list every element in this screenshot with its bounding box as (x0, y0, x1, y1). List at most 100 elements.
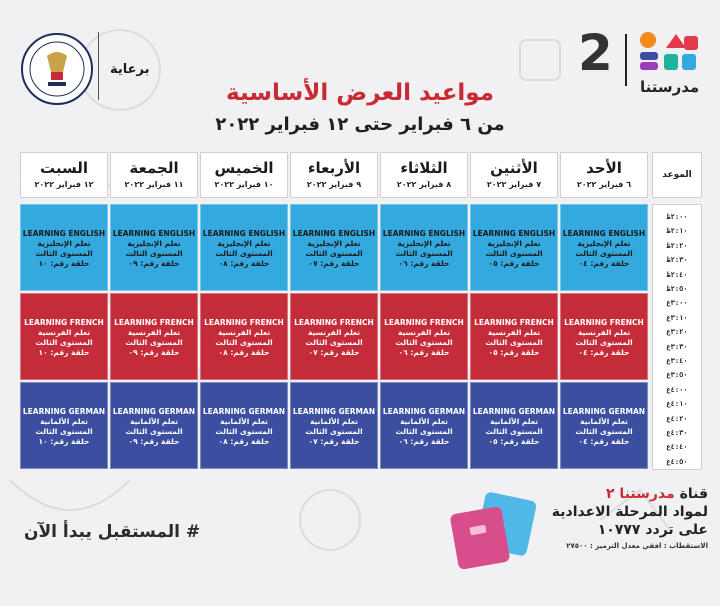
program-cell-german[interactable]: LEARNING GERMAN تعلم الألمانية المستوى الث… (290, 382, 378, 469)
program-episode: حلقة رقم: ٠٥ (488, 437, 540, 446)
program-cell-french[interactable]: LEARNING FRENCH تعلم الفرنسية المستوى الثا… (200, 293, 288, 380)
program-cell-english[interactable]: LEARNING ENGLISH تعلم الإنجليزية المستوى ا… (110, 204, 198, 291)
program-cell-english[interactable]: LEARNING ENGLISH تعلم الإنجليزية المستوى ا… (380, 204, 468, 291)
program-episode: حلقة رقم: ١٠ (38, 348, 90, 357)
program-title: LEARNING GERMAN (292, 407, 376, 416)
ministry-emblem-icon (21, 33, 93, 105)
program-title: LEARNING FRENCH (24, 318, 104, 327)
program-cell-french[interactable]: LEARNING FRENCH تعلم الفرنسية المستوى الثا… (470, 293, 558, 380)
program-level: المستوى الثالث (35, 427, 93, 436)
program-cell-german[interactable]: LEARNING GERMAN تعلم الألمانية المستوى الث… (110, 382, 198, 469)
time-slot: ٤:٥٠ع (666, 457, 688, 466)
stage-line: لمواد المرحلة الاعدادية (551, 504, 708, 520)
program-level: المستوى الثالث (485, 249, 543, 258)
program-cell-french[interactable]: LEARNING FRENCH تعلم الفرنسية المستوى الثا… (380, 293, 468, 380)
program-episode: حلقة رقم: ٠٨ (218, 259, 270, 268)
program-title: LEARNING FRENCH (294, 318, 374, 327)
program-subject: تعلم الألمانية (130, 417, 178, 426)
madrasetna-logo-icon (640, 32, 698, 70)
program-cell-german[interactable]: LEARNING GERMAN تعلم الألمانية المستوى الث… (200, 382, 288, 469)
program-episode: حلقة رقم: ٠٩ (128, 259, 180, 268)
day-header: الأثنين ٧ فبراير ٢٠٢٢ (470, 152, 558, 198)
program-title: LEARNING ENGLISH (22, 229, 106, 238)
program-cell-french[interactable]: LEARNING FRENCH تعلم الفرنسية المستوى الثا… (110, 293, 198, 380)
time-slot: ٣:١٠ع (666, 313, 688, 322)
program-subject: تعلم الفرنسية (577, 328, 631, 337)
program-episode: حلقة رقم: ٠٦ (398, 437, 450, 446)
program-subject: تعلم الألمانية (310, 417, 358, 426)
program-subject: تعلم الإنجليزية (37, 239, 91, 248)
program-cell-french[interactable]: LEARNING FRENCH تعلم الفرنسية المستوى الثا… (560, 293, 648, 380)
program-episode: حلقة رقم: ٠٤ (578, 348, 630, 357)
time-slot: ٢:٥٠ظ (666, 285, 688, 293)
program-level: المستوى الثالث (395, 427, 453, 436)
day-date: ٧ فبراير ٢٠٢٢ (486, 180, 542, 189)
program-episode: حلقة رقم: ٠٧ (308, 348, 360, 357)
program-title: LEARNING FRENCH (474, 318, 554, 327)
program-level: المستوى الثالث (215, 338, 273, 347)
hashtag: # المستقبل يبدأ الآن (24, 522, 201, 542)
program-title: LEARNING GERMAN (202, 407, 286, 416)
time-slot: ٣:٥٠ع (666, 371, 688, 380)
program-subject: تعلم الإنجليزية (127, 239, 181, 248)
time-slot: ٤:٢٠ع (666, 414, 688, 423)
logo-text: مدرستنا (640, 78, 700, 96)
program-title: LEARNING ENGLISH (562, 229, 646, 238)
time-slot: ٢:٤٠ظ (666, 270, 688, 279)
page-subtitle: من ٦ فبراير حتى ١٢ فبراير ٢٠٢٢ (215, 114, 505, 135)
time-slot: ٣:٠٠ع (666, 299, 688, 308)
program-cell-german[interactable]: LEARNING GERMAN تعلم الألمانية المستوى الث… (20, 382, 108, 469)
program-episode: حلقة رقم: ١٠ (38, 259, 90, 268)
frequency-line: على تردد ١٠٧٧٧ (597, 522, 708, 538)
program-episode: حلقة رقم: ١٠ (38, 437, 90, 446)
program-cell-german[interactable]: LEARNING GERMAN تعلم الألمانية المستوى الث… (560, 382, 648, 469)
time-column-header: الموعد (652, 152, 702, 198)
day-header: الجمعة ١١ فبراير ٢٠٢٢ (110, 152, 198, 198)
program-episode: حلقة رقم: ٠٩ (128, 348, 180, 357)
program-title: LEARNING GERMAN (382, 407, 466, 416)
time-slot: ٣:٤٠ع (666, 357, 688, 365)
day-header: الخميس ١٠ فبراير ٢٠٢٢ (200, 152, 288, 198)
day-name: الأحد (586, 159, 622, 177)
time-slot: ٣:٣٠ع (666, 342, 688, 351)
program-episode: حلقة رقم: ٠٤ (578, 259, 630, 268)
day-name: الخميس (214, 159, 274, 177)
day-header: الثلاثاء ٨ فبراير ٢٠٢٢ (380, 152, 468, 198)
polarization-line: الاستقطاب : افقي معدل الترميز : ٢٧٥٠٠ (566, 542, 708, 550)
channel-prefix: قناة (679, 486, 708, 502)
program-level: المستوى الثالث (575, 427, 633, 436)
program-level: المستوى الثالث (305, 249, 363, 258)
program-level: المستوى الثالث (215, 249, 273, 258)
program-level: المستوى الثالث (305, 338, 363, 347)
program-title: LEARNING ENGLISH (202, 229, 286, 238)
page-title: مواعيد العرض الأساسية (226, 80, 494, 106)
day-date: ١١ فبراير ٢٠٢٢ (124, 180, 184, 189)
program-cell-german[interactable]: LEARNING GERMAN تعلم الألمانية المستوى الث… (470, 382, 558, 469)
program-episode: حلقة رقم: ٠٧ (308, 437, 360, 446)
program-cell-french[interactable]: LEARNING FRENCH تعلم الفرنسية المستوى الثا… (20, 293, 108, 380)
channel-name: مدرستنا ٢ (606, 486, 675, 502)
program-episode: حلقة رقم: ٠٨ (218, 348, 270, 357)
program-cell-english[interactable]: LEARNING ENGLISH تعلم الإنجليزية المستوى ا… (560, 204, 648, 291)
program-cell-french[interactable]: LEARNING FRENCH تعلم الفرنسية المستوى الثا… (290, 293, 378, 380)
logo-divider (625, 34, 627, 86)
program-episode: حلقة رقم: ٠٧ (308, 259, 360, 268)
time-slot: ٤:١٠ع (666, 400, 688, 409)
program-episode: حلقة رقم: ٠٩ (128, 437, 180, 446)
logo-number: 2 (578, 24, 613, 82)
program-cell-english[interactable]: LEARNING ENGLISH تعلم الإنجليزية المستوى ا… (290, 204, 378, 291)
program-cell-english[interactable]: LEARNING ENGLISH تعلم الإنجليزية المستوى ا… (20, 204, 108, 291)
day-date: ٩ فبراير ٢٠٢٢ (306, 180, 362, 189)
program-cell-english[interactable]: LEARNING ENGLISH تعلم الإنجليزية المستوى ا… (200, 204, 288, 291)
time-slot: ٤:٤٠ع (666, 443, 688, 452)
program-subject: تعلم الألمانية (490, 417, 538, 426)
program-cell-english[interactable]: LEARNING ENGLISH تعلم الإنجليزية المستوى ا… (470, 204, 558, 291)
program-level: المستوى الثالث (485, 427, 543, 436)
ministry-divider (98, 32, 99, 100)
program-title: LEARNING FRENCH (204, 318, 284, 327)
program-subject: تعلم الألمانية (400, 417, 448, 426)
time-slot: ٢:٣٠ظ (666, 256, 688, 265)
program-cell-german[interactable]: LEARNING GERMAN تعلم الألمانية المستوى الث… (380, 382, 468, 469)
day-date: ١٠ فبراير ٢٠٢٢ (214, 180, 274, 189)
day-name: الأربعاء (307, 159, 361, 177)
